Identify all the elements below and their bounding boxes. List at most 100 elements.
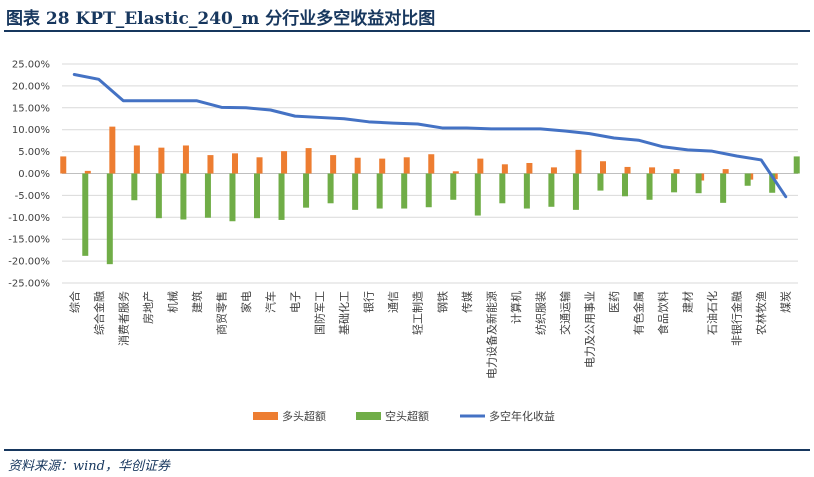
category-label: 有色金属 [632,291,646,335]
source-rule [4,449,810,451]
category-label: 石油石化 [705,291,719,335]
category-label: 通信 [387,291,400,313]
y-tick-label: -25.00% [8,279,50,290]
long-excess-bar [526,162,533,174]
category-label: 交通运输 [558,291,572,335]
short-excess-bar [671,173,678,193]
short-excess-bar [646,173,653,200]
y-tick-label: 20.00% [12,81,50,92]
x-axis: 综合 综合金融 消费者服务 房地产 机械 建筑 商贸零售 家电 汽车 电子 国防军工 基础化工 银行 通信… [67,291,792,379]
legend-swatch [356,412,381,420]
y-tick-label: 15.00% [12,103,50,114]
legend-swatch [253,412,278,420]
long-excess-bar [501,164,508,174]
long-excess-bar [673,169,680,174]
long-excess-bar [305,148,312,174]
category-label: 综合金融 [92,291,106,335]
category-label: 纺织服装 [533,291,547,335]
long-excess-bar [182,145,189,174]
short-excess-bar [82,173,89,256]
short-excess-bar [523,173,530,209]
long-excess-bar [207,155,214,174]
figure-title: 图表 28 KPT_Elastic_240_m 分行业多空收益对比图 [6,9,436,29]
category-label: 食品饮料 [656,291,670,335]
line-series [72,73,788,199]
short-excess-bar [450,173,457,200]
category-label: 消费者服务 [116,291,130,346]
short-excess-bar [106,173,113,265]
long-excess-bar [624,166,631,174]
y-tick-label: -20.00% [8,257,50,268]
long-excess-bar [158,147,165,174]
short-excess-bar [499,173,506,204]
category-label: 商贸零售 [214,291,228,335]
short-excess-bar [352,173,359,210]
long-excess-bar [452,171,459,174]
source-note: 资料来源：wind，华创证券 [8,459,170,474]
y-tick-label: 0.00% [18,169,50,180]
category-label: 汽车 [264,291,278,313]
short-excess-bar [155,173,162,219]
short-excess-bar [548,173,555,207]
category-label: 基础化工 [337,291,351,335]
short-excess-bar [597,173,604,191]
legend-label: 多空年化收益 [489,409,555,423]
long-excess-bar [281,151,288,174]
category-label: 国防军工 [313,291,327,335]
category-label: 电子 [289,291,302,313]
y-tick-label: 10.00% [12,125,50,136]
short-excess-bar [744,173,751,186]
long-excess-bar [550,167,557,174]
category-label: 非银行金融 [730,291,744,346]
long-excess-bar [379,158,386,174]
long-excess-bar [477,158,484,174]
short-excess-bar [303,173,310,208]
legend-label: 空头超额 [385,409,429,423]
long-excess-bar [428,154,435,174]
category-label: 农林牧渔 [754,291,768,335]
category-label: 轻工制造 [411,291,425,335]
y-tick-label: -15.00% [8,235,50,246]
short-excess-bar [401,173,408,209]
short-excess-bar [229,173,236,222]
category-label: 家电 [239,291,253,313]
category-label: 建筑 [190,291,204,313]
y-tick-label: -5.00% [15,191,50,202]
category-label: 煤炭 [780,291,793,313]
short-excess-bar [254,173,260,219]
short-excess-bar [376,173,383,209]
legend: 多头超额 空头超额 多空年化收益 [253,409,555,423]
category-label: 综合 [67,291,81,313]
category-label: 电力及公用事业 [583,291,596,368]
long-excess-bar [60,156,67,174]
long-excess-bar [232,153,238,174]
short-excess-bar [425,173,432,208]
long-excess-bar [330,155,337,174]
long-excess-bar [84,170,91,174]
long-excess-bar [133,145,140,174]
title-rule [4,30,810,32]
short-excess-bar [793,156,800,174]
long-excess-bar [722,169,729,174]
short-excess-bar [180,173,187,220]
category-label: 医药 [608,291,621,313]
short-excess-bar [572,173,579,210]
category-label: 电力设备及新能源 [484,291,498,379]
long-excess-bar [109,126,116,174]
bars [60,126,800,265]
long-excess-bar [600,161,606,174]
category-label: 房地产 [141,291,155,324]
category-label: 机械 [165,291,179,313]
long-short-return-line [72,73,788,199]
long-excess-bar [256,157,263,174]
short-excess-bar [622,173,628,197]
short-excess-bar [327,173,334,204]
long-excess-bar [575,149,582,174]
y-tick-label: -10.00% [8,213,50,224]
category-label: 钢铁 [436,291,449,313]
category-label: 银行 [362,291,376,313]
legend-label: 多头超额 [282,409,326,423]
category-label: 传媒 [461,291,474,313]
short-excess-bar [720,173,727,203]
long-excess-bar [354,157,361,174]
